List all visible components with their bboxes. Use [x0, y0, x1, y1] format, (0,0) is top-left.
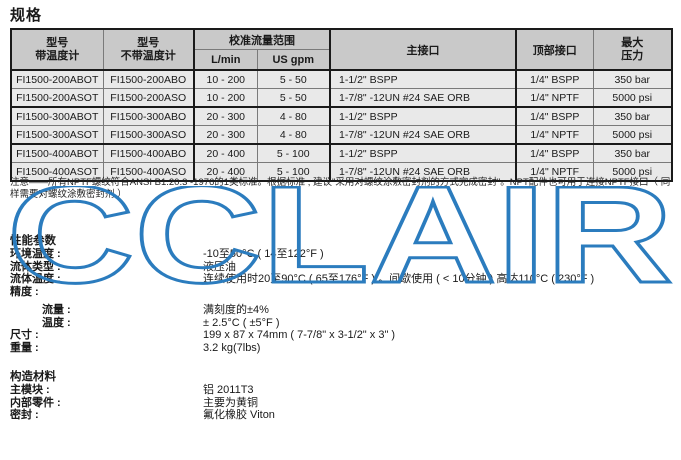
- spec-row-accuracy-flow: 流量 : 满刻度的±4%: [10, 304, 594, 317]
- spec-row-dimensions: 尺寸 : 199 x 87 x 74mm ( 7-7/8" x 3-1/2" x…: [10, 329, 594, 342]
- cell-top-port: 1/4" BSPP: [515, 69, 594, 89]
- spec-value: 199 x 87 x 74mm ( 7-7/8" x 3-1/2" x 3" ): [203, 329, 396, 342]
- spec-row-internal-parts: 内部零件 : 主要为黄铜: [10, 397, 275, 410]
- table-row: FI1500-400ABOT FI1500-400ABO 20 - 400 5 …: [10, 143, 673, 163]
- spec-value: 铝 2011T3: [203, 384, 254, 396]
- table-row: FI1500-300ASOT FI1500-300ASO 20 - 300 4 …: [10, 125, 673, 145]
- performance-heading: 性能参数: [10, 235, 56, 247]
- spec-row-seals: 密封 : 氟化橡胶 Viton: [10, 409, 275, 422]
- materials-heading: 构造材料: [10, 371, 56, 383]
- cell-model-with-temp: FI1500-200ABOT: [10, 69, 104, 89]
- cell-main-port: 1-1/2" BSPP: [329, 69, 517, 89]
- cell-model-without-temp: FI1500-200ABO: [102, 69, 195, 89]
- spec-label: 密封 :: [10, 409, 39, 422]
- cell-max-pressure: 5000 psi: [592, 88, 673, 108]
- spec-row-ambient-temp: 环境温度 : -10至50°C ( 14至122°F ): [10, 248, 594, 261]
- cell-max-pressure: 350 bar: [592, 143, 673, 163]
- spec-value: 主要为黄铜: [203, 396, 258, 409]
- cell-top-port: 1/4" NPTF: [515, 125, 594, 145]
- cell-model-with-temp: FI1500-400ABOT: [10, 143, 104, 163]
- spec-value: ± 2.5°C ( ±5°F ): [203, 316, 280, 329]
- cell-max-pressure: 350 bar: [592, 69, 673, 89]
- cell-model-without-temp: FI1500-400ASO: [102, 162, 195, 182]
- spec-value: 液压油: [203, 260, 236, 273]
- cell-usgpm: 5 - 100: [256, 143, 331, 163]
- spec-value: -10至50°C ( 14至122°F ): [203, 248, 324, 260]
- header-model-without-temp: 型号 不带温度计: [102, 28, 195, 71]
- table-row: FI1500-400ASOT FI1500-400ASO 20 - 400 5 …: [10, 162, 673, 182]
- spec-value: 连续使用时20至90°C ( 65至176°F ) 。间歇使用 ( < 10分钟…: [203, 273, 595, 286]
- cell-model-with-temp: FI1500-200ASOT: [10, 88, 104, 108]
- header-main-port: 主接口: [329, 28, 517, 71]
- cell-top-port: 1/4" NPTF: [515, 162, 594, 182]
- cell-max-pressure: 5000 psi: [592, 125, 673, 145]
- nptf-note: 注意——所有NPTF螺纹符合ANSI B1.20.3 -1976的1类标准。根据…: [10, 177, 671, 200]
- spec-row-accuracy: 精度 :: [10, 286, 594, 299]
- cell-lmin: 20 - 400: [193, 143, 258, 163]
- cell-model-without-temp: FI1500-300ABO: [102, 106, 195, 126]
- spec-label: 环境温度 :: [10, 248, 61, 260]
- cell-model-with-temp: FI1500-300ABOT: [10, 106, 104, 126]
- cell-model-with-temp: FI1500-300ASOT: [10, 125, 104, 145]
- spec-label: 温度 :: [42, 316, 71, 329]
- spec-row-weight: 重量 : 3.2 kg(7lbs): [10, 342, 594, 355]
- cell-lmin: 20 - 300: [193, 106, 258, 126]
- spec-label: 内部零件 :: [10, 396, 61, 409]
- cell-main-port: 1-7/8" -12UN #24 SAE ORB: [329, 88, 517, 108]
- spec-label: 流体温度 :: [10, 273, 61, 286]
- cell-lmin: 20 - 300: [193, 125, 258, 145]
- cell-main-port: 1-7/8" -12UN #24 SAE ORB: [329, 162, 517, 182]
- table-header-row-1: 型号 带温度计 型号 不带温度计 校准流量范围 主接口 顶部接口 最大 压力: [10, 28, 673, 71]
- spec-label: 主模块 :: [10, 384, 50, 396]
- cell-usgpm: 5 - 100: [256, 162, 331, 182]
- spec-row-fluid-type: 流体类型 : 液压油: [10, 261, 594, 274]
- cell-top-port: 1/4" NPTF: [515, 88, 594, 108]
- table-row: FI1500-300ABOT FI1500-300ABO 20 - 300 4 …: [10, 106, 673, 126]
- table-row: FI1500-200ABOT FI1500-200ABO 10 - 200 5 …: [10, 69, 673, 89]
- spec-label: 精度 :: [10, 286, 39, 299]
- cell-usgpm: 4 - 80: [256, 106, 331, 126]
- cell-usgpm: 5 - 50: [256, 69, 331, 89]
- cell-lmin: 10 - 200: [193, 69, 258, 89]
- spec-label: 流体类型 :: [10, 260, 61, 273]
- cell-main-port: 1-7/8" -12UN #24 SAE ORB: [329, 125, 517, 145]
- cell-top-port: 1/4" BSPP: [515, 143, 594, 163]
- table-row: FI1500-200ASOT FI1500-200ASO 10 - 200 5 …: [10, 88, 673, 108]
- cell-usgpm: 5 - 50: [256, 88, 331, 108]
- cell-lmin: 10 - 200: [193, 88, 258, 108]
- spec-value: 3.2 kg(7lbs): [203, 341, 261, 354]
- header-max-pressure: 最大 压力: [592, 28, 673, 71]
- cell-model-with-temp: FI1500-400ASOT: [10, 162, 104, 182]
- header-flow-range-group: 校准流量范围: [193, 28, 331, 50]
- header-usgpm: US gpm: [256, 49, 331, 71]
- page-title: 规格: [10, 7, 43, 24]
- cell-max-pressure: 350 bar: [592, 106, 673, 126]
- materials-section: 构造材料 主模块 : 铝 2011T3 内部零件 : 主要为黄铜 密封 : 氟化…: [10, 371, 275, 422]
- cell-usgpm: 4 - 80: [256, 125, 331, 145]
- table-header-row-2: L/min US gpm: [11, 49, 672, 71]
- spec-label: 尺寸 :: [10, 329, 39, 342]
- spec-label: 流量 :: [42, 303, 71, 316]
- header-lmin: L/min: [193, 49, 258, 71]
- spec-value: 满刻度的±4%: [203, 303, 269, 316]
- header-model-with-temp: 型号 带温度计: [10, 28, 104, 71]
- spec-value: 氟化橡胶 Viton: [203, 409, 275, 422]
- cell-model-without-temp: FI1500-300ASO: [102, 125, 195, 145]
- header-top-port: 顶部接口: [515, 28, 594, 71]
- cell-lmin: 20 - 400: [193, 162, 258, 182]
- spec-label: 重量 :: [10, 341, 39, 354]
- spec-row-accuracy-temp: 温度 : ± 2.5°C ( ±5°F ): [10, 317, 594, 330]
- spec-row-fluid-temp: 流体温度 : 连续使用时20至90°C ( 65至176°F ) 。间歇使用 (…: [10, 273, 594, 286]
- spec-table: 型号 带温度计 型号 不带温度计 校准流量范围 主接口 顶部接口 最大 压力 L…: [10, 28, 673, 182]
- cell-model-without-temp: FI1500-200ASO: [102, 88, 195, 108]
- cell-max-pressure: 5000 psi: [592, 162, 673, 182]
- cell-model-without-temp: FI1500-400ABO: [102, 143, 195, 163]
- cell-top-port: 1/4" BSPP: [515, 106, 594, 126]
- spec-row-main-block: 主模块 : 铝 2011T3: [10, 384, 275, 397]
- cell-main-port: 1-1/2" BSPP: [329, 143, 517, 163]
- cell-main-port: 1-1/2" BSPP: [329, 106, 517, 126]
- performance-section: 性能参数 环境温度 : -10至50°C ( 14至122°F ) 流体类型 :…: [10, 235, 594, 355]
